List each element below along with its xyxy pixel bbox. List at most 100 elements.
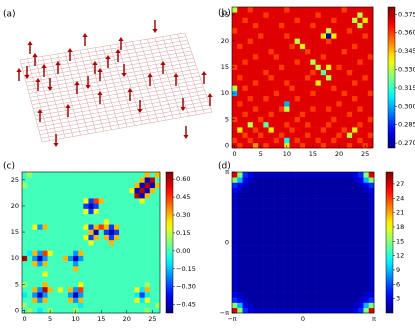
cell — [279, 229, 285, 235]
cell — [124, 297, 130, 303]
cell — [237, 33, 243, 39]
cell — [331, 111, 337, 117]
cell — [300, 182, 306, 188]
cell — [88, 239, 94, 246]
cell — [73, 177, 79, 183]
cell — [62, 198, 69, 204]
cell — [237, 54, 243, 60]
cell — [367, 69, 374, 76]
cell — [289, 260, 296, 267]
cell — [32, 302, 38, 309]
cell — [300, 271, 306, 277]
cell — [114, 302, 120, 309]
cell — [274, 292, 280, 298]
cell — [310, 74, 316, 81]
cell — [326, 260, 333, 267]
cell — [232, 137, 238, 144]
cell — [321, 208, 327, 215]
cell — [346, 127, 353, 133]
cell — [73, 286, 79, 293]
cell — [253, 255, 259, 262]
cell — [337, 302, 343, 309]
cell — [289, 127, 295, 133]
cell — [263, 177, 270, 183]
cell — [129, 250, 135, 256]
cell — [346, 22, 353, 29]
cell — [326, 250, 333, 256]
cell — [352, 255, 359, 262]
cell — [144, 172, 151, 178]
cell — [83, 281, 89, 288]
cell — [331, 17, 337, 23]
cell — [299, 132, 306, 138]
cell — [284, 302, 291, 309]
cell — [310, 177, 317, 183]
cell — [237, 208, 243, 215]
cell — [73, 182, 79, 188]
cell — [47, 276, 53, 282]
cell — [315, 59, 322, 65]
cell — [295, 260, 301, 267]
cell — [52, 172, 59, 178]
cell — [316, 255, 322, 262]
cell — [263, 142, 269, 149]
cell — [32, 260, 38, 267]
cell — [352, 95, 358, 102]
cell — [326, 187, 333, 194]
cell — [252, 22, 259, 29]
cell — [310, 90, 316, 97]
cell — [98, 234, 105, 241]
cell — [342, 187, 349, 194]
cell — [347, 224, 354, 230]
cell — [237, 239, 243, 246]
cell — [289, 292, 296, 298]
cell — [316, 307, 322, 314]
cell — [284, 229, 291, 235]
cell — [357, 64, 363, 70]
cell — [93, 260, 99, 267]
cell — [305, 64, 311, 70]
x-tick-label: 0 — [233, 150, 237, 158]
cell — [73, 271, 79, 277]
cell — [337, 255, 343, 262]
cell — [149, 234, 156, 241]
cell — [32, 292, 38, 298]
cell — [83, 177, 89, 183]
cell — [352, 43, 358, 50]
cell — [247, 187, 254, 194]
cell — [284, 12, 290, 18]
cell — [154, 198, 161, 204]
cell — [341, 27, 348, 34]
heatmap — [232, 7, 374, 149]
cell — [357, 43, 363, 50]
cell — [352, 38, 358, 44]
cell — [253, 182, 259, 188]
cell — [247, 297, 254, 303]
cell — [310, 54, 316, 60]
cell — [346, 43, 353, 50]
cell — [284, 95, 290, 102]
cell — [149, 219, 156, 225]
cell — [237, 172, 243, 178]
cell — [253, 208, 259, 215]
cell — [237, 302, 243, 309]
cell — [144, 198, 151, 204]
lattice-line — [39, 104, 210, 135]
cell — [88, 177, 94, 183]
cell — [347, 250, 354, 256]
cell — [98, 276, 105, 282]
cell — [331, 33, 337, 39]
cell — [252, 38, 259, 44]
cell — [124, 250, 130, 256]
cell — [299, 74, 306, 81]
cell — [258, 281, 264, 288]
cell — [258, 234, 264, 241]
cell — [134, 219, 140, 225]
cell — [154, 245, 161, 251]
cell — [73, 198, 79, 204]
cell — [252, 116, 259, 123]
cell — [358, 255, 364, 262]
cell — [300, 198, 306, 204]
cell — [78, 229, 84, 235]
cell — [57, 255, 64, 262]
